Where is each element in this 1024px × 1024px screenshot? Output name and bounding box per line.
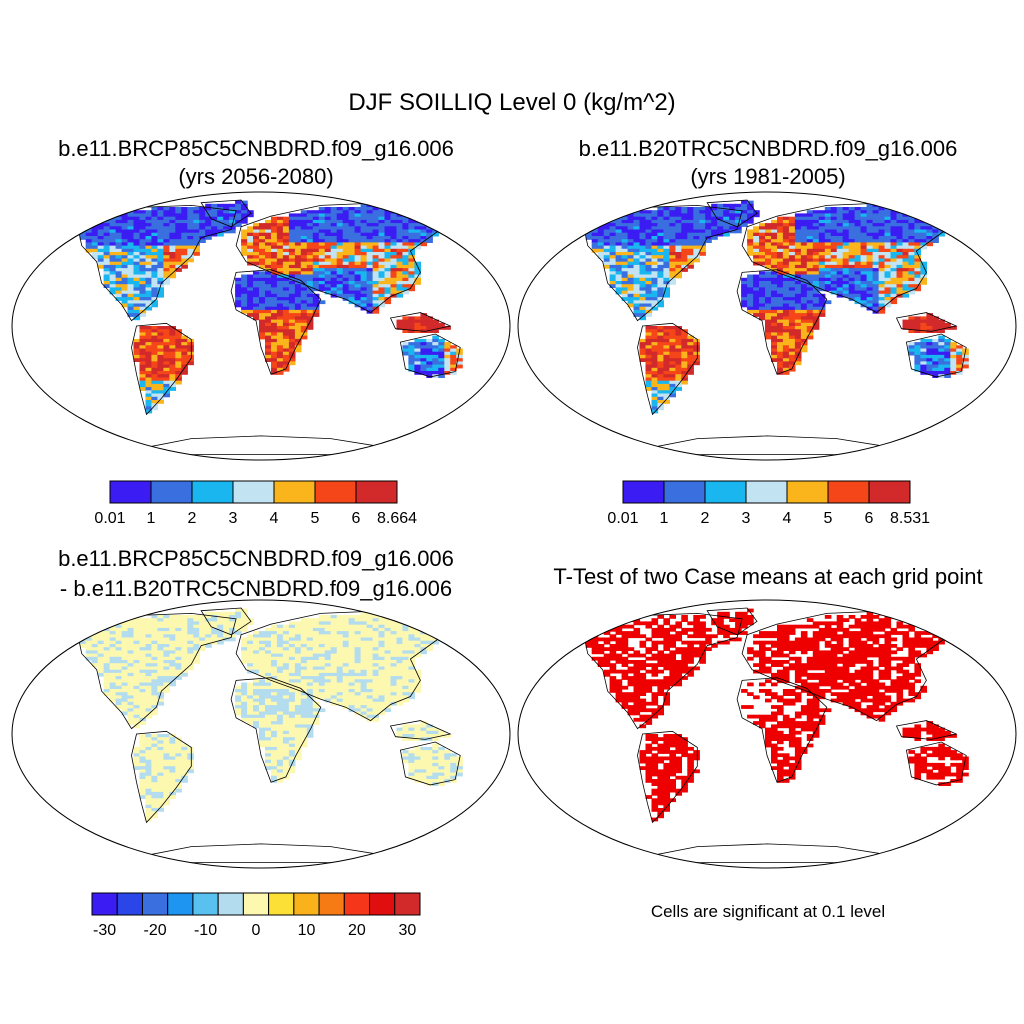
- colorbar-swatch: [704, 480, 747, 504]
- colorbar-difference: -30 -20 -10 0 10 20 30: [91, 892, 421, 939]
- colorbar-tick-label: 8.531: [890, 510, 930, 527]
- colorbar-tick-label: 6: [865, 510, 874, 527]
- colorbar-swatch: [242, 892, 270, 916]
- panel-title-control: b.e11.B20TRC5CNBDRD.f09_g16.006: [578, 136, 958, 161]
- colorbar-tick-label: 6: [352, 510, 361, 527]
- colorbar-tick-label: 5: [311, 510, 320, 527]
- panel-title-ttest: T-Test of two Case means at each grid po…: [553, 564, 983, 589]
- colorbar-swatch: [217, 892, 244, 916]
- colorbar-swatch: [109, 480, 152, 504]
- colorbar-tick-label: 0: [252, 922, 261, 939]
- map-panel-control: [517, 191, 1017, 461]
- colorbar-tick-label: -10: [194, 922, 217, 939]
- colorbar-tick-label: 3: [229, 510, 238, 527]
- figure-title: DJF SOILLIQ Level 0 (kg/m^2): [348, 89, 676, 116]
- colorbar-tick-label: 1: [147, 510, 156, 527]
- colorbar-swatch: [868, 480, 911, 504]
- panel-title-case: b.e11.BRCP85C5CNBDRD.f09_g16.006: [58, 136, 454, 161]
- colorbar-tick-label: -30: [93, 922, 116, 939]
- colorbar-swatch: [273, 480, 316, 504]
- colorbar-tick-label: 0.01: [607, 510, 638, 527]
- colorbar-swatch: [318, 892, 345, 916]
- colorbar-swatch: [167, 892, 194, 916]
- colorbar-swatch: [150, 480, 193, 504]
- colorbar-swatch: [91, 892, 118, 916]
- colorbar-swatch: [663, 480, 706, 504]
- colorbar-swatch: [343, 892, 371, 916]
- colorbar-case: 0.01 1 2 3 4 5 6 8.664: [94, 480, 417, 527]
- colorbar-swatch: [786, 480, 829, 504]
- colorbar-tick-label: 20: [348, 922, 366, 939]
- colorbar-tick-label: 30: [398, 922, 416, 939]
- colorbar-swatch: [268, 892, 295, 916]
- significance-note: Cells are significant at 0.1 level: [650, 902, 886, 921]
- colorbar-swatch: [232, 480, 275, 504]
- colorbar-tick-label: 10: [298, 922, 316, 939]
- colorbar-swatch: [369, 892, 396, 916]
- colorbar-swatch: [827, 480, 870, 504]
- panel-subtitle-case: (yrs 2056-2080): [178, 164, 334, 189]
- panel-subtitle-difference: - b.e11.B20TRC5CNBDRD.f09_g16.006: [59, 576, 453, 601]
- colorbar-tick-label: 4: [783, 510, 792, 527]
- colorbar-swatch: [293, 892, 320, 916]
- colorbar-control: 0.01 1 2 3 4 5 6 8.531: [607, 480, 930, 527]
- colorbar-swatch: [355, 480, 398, 504]
- colorbar-tick-label: 2: [701, 510, 710, 527]
- panel-subtitle-control: (yrs 1981-2005): [690, 164, 846, 189]
- panel-title-difference: b.e11.BRCP85C5CNBDRD.f09_g16.006: [58, 546, 454, 571]
- colorbar-swatch: [192, 892, 219, 916]
- colorbar-tick-label: 1: [660, 510, 669, 527]
- colorbar-tick-label: 8.664: [377, 510, 417, 527]
- map-panel-difference: [11, 599, 511, 869]
- colorbar-tick-label: 2: [188, 510, 197, 527]
- map-panel-ttest: [517, 599, 1017, 869]
- colorbar-tick-label: 0.01: [94, 510, 125, 527]
- colorbar-swatch: [745, 480, 788, 504]
- map-panel-case: [11, 191, 511, 461]
- colorbar-swatch: [314, 480, 357, 504]
- colorbar-tick-label: 4: [270, 510, 279, 527]
- colorbar-tick-label: 5: [824, 510, 833, 527]
- colorbar-swatch: [622, 480, 665, 504]
- colorbar-swatch: [116, 892, 143, 916]
- colorbar-swatch: [394, 892, 421, 916]
- colorbar-tick-label: 3: [742, 510, 751, 527]
- colorbar-swatch: [191, 480, 234, 504]
- colorbar-tick-label: -20: [144, 922, 167, 939]
- colorbar-swatch: [141, 892, 169, 916]
